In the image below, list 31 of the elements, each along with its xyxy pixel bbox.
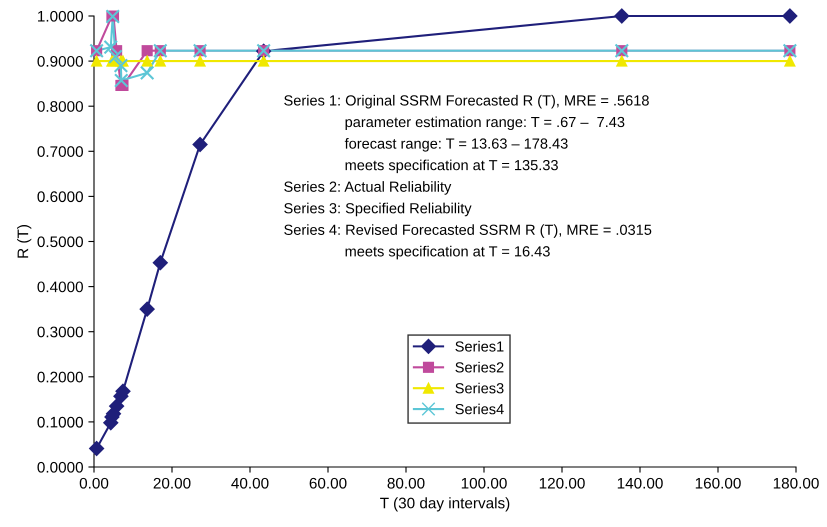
y-tick-label: 0.5000 bbox=[37, 236, 83, 248]
x-tick-label: 160.00 bbox=[696, 478, 741, 489]
x-tick-label: 60.00 bbox=[310, 478, 347, 489]
annotation: Series 2: Actual Reliability bbox=[284, 181, 452, 195]
legend-label: Series3 bbox=[455, 382, 504, 394]
legend-label: Series4 bbox=[455, 404, 504, 414]
y-tick-label: 0.1000 bbox=[37, 416, 83, 428]
y-tick-label: 0.9000 bbox=[37, 56, 83, 67]
annotation: Series 3: Specified Reliability bbox=[284, 202, 472, 216]
legend-label: Series1 bbox=[455, 340, 504, 352]
y-tick-label: 0.2000 bbox=[37, 372, 83, 382]
y-tick-label: 0.3000 bbox=[37, 326, 83, 338]
x-tick-label: 40.00 bbox=[231, 478, 269, 489]
x-tick-label: 120.00 bbox=[540, 478, 585, 489]
annotation: Series 1: Original SSRM Forecasted R (T), MRE = .5618 parameter estimation range: T = .67 – 7.43 forecast range: T = 13.63 – 178.43 meets specification at T = 135.33 bbox=[284, 94, 649, 174]
y-tick-label: 0.7000 bbox=[37, 146, 83, 157]
x-axis-title: T (30 day intervals) bbox=[380, 497, 510, 512]
x-tick-label: 140.00 bbox=[618, 478, 663, 489]
y-tick-label: 0.8000 bbox=[37, 101, 83, 112]
legend-label: Series2 bbox=[455, 362, 504, 373]
x-tick-label: 100.00 bbox=[462, 478, 507, 489]
y-axis-title: R (T) bbox=[17, 225, 32, 258]
annotation: Series 4: Revised Forecasted SSRM R (T), MRE = .0315 meets specification at T = 16.43 bbox=[284, 224, 652, 260]
x-tick-label: 80.00 bbox=[388, 478, 425, 489]
y-tick-label: 0.6000 bbox=[37, 191, 83, 202]
y-tick-label: 1.0000 bbox=[38, 10, 83, 22]
x-tick-label: 180.00 bbox=[774, 478, 819, 489]
y-tick-label: 0.4000 bbox=[37, 281, 83, 292]
x-tick-label: 0.00 bbox=[80, 478, 108, 489]
y-tick-label: 0.0000 bbox=[37, 462, 83, 473]
x-tick-label: 20.00 bbox=[154, 478, 191, 489]
